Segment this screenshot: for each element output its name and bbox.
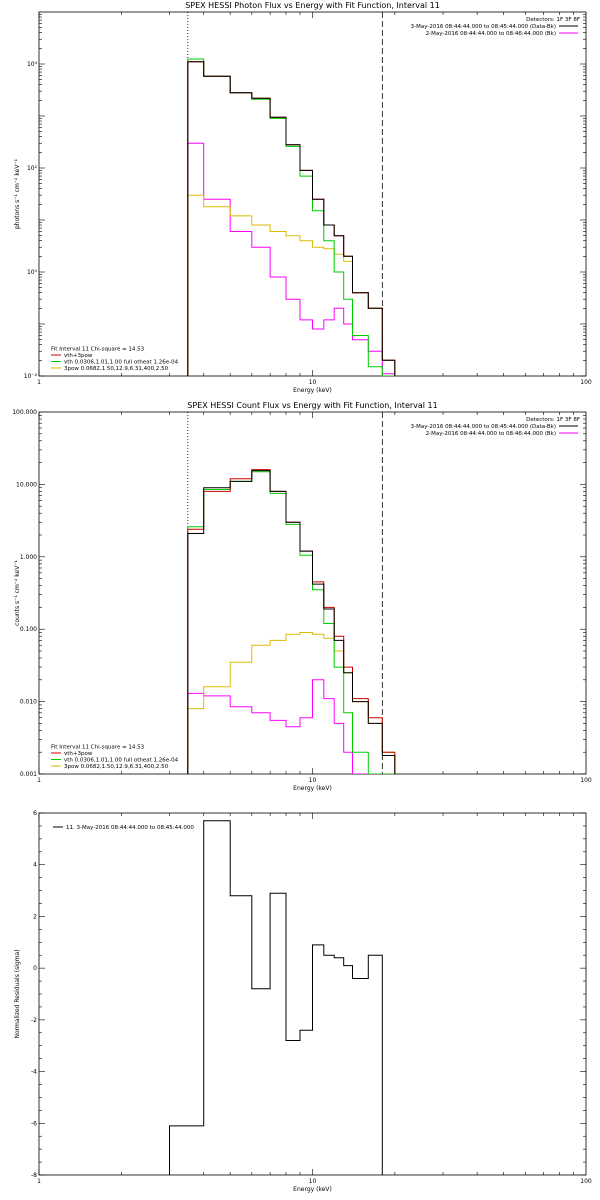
chart-title: SPEX HESSI Photon Flux vs Energy with Fi… bbox=[185, 1, 440, 10]
annotation-text: 2-May-2016 08:44:44.000 to 08:46:44.000 … bbox=[426, 431, 556, 437]
legend-entry: vth 0.0306,1.01,1.00 full otheat 1.26e-0… bbox=[64, 360, 179, 366]
legend-entry: 3pow 0.0682,1.50,12.9,6.31,400,2.50 bbox=[64, 366, 169, 372]
legend-entry: 3pow 0.0682,1.50,12.9,6.31,400,2.50 bbox=[64, 764, 169, 770]
series-3pow-line bbox=[187, 632, 396, 774]
series-vth-3pow-line bbox=[187, 61, 396, 376]
y-tick-label: 10⁴ bbox=[27, 61, 38, 68]
y-axis-label: counts s⁻¹ cm⁻² keV⁻¹ bbox=[14, 560, 21, 626]
x-tick-label: 10 bbox=[309, 379, 317, 386]
annotation-text: 3-May-2016 08:44:44.000 to 08:45:44.000 … bbox=[411, 24, 556, 30]
y-tick-label: 0 bbox=[33, 965, 37, 972]
x-tick-label: 100 bbox=[580, 1178, 592, 1185]
x-tick-label: 1 bbox=[37, 1178, 41, 1185]
legend-entry: vth+3pow bbox=[64, 751, 93, 757]
x-axis-label: Energy (keV) bbox=[293, 387, 332, 394]
legend-entry: vth+3pow bbox=[64, 353, 93, 359]
y-tick-label: 10.000 bbox=[16, 481, 37, 488]
series-3pow-line bbox=[187, 194, 396, 376]
plot-frame bbox=[38, 411, 587, 775]
series-bk-line bbox=[187, 142, 396, 376]
y-tick-label: -4 bbox=[31, 1069, 37, 1076]
series-data-bk-line bbox=[187, 61, 396, 376]
y-tick-label: 1.000 bbox=[20, 554, 37, 561]
series-vth-line bbox=[187, 471, 395, 774]
legend-entry: 11. 3-May-2016 08:44:44.000 to 08:45:44.… bbox=[66, 825, 194, 831]
count-flux-panel: SPEX HESSI Count Flux vs Energy with Fit… bbox=[12, 401, 592, 792]
x-axis-label: Energy (keV) bbox=[293, 785, 332, 792]
y-tick-label: 10⁰ bbox=[27, 269, 38, 276]
legend-header: Fit Interval 11 Chi-square = 14.53 bbox=[51, 745, 145, 751]
x-tick-label: 1 bbox=[37, 777, 41, 784]
y-tick-label: -2 bbox=[31, 1017, 37, 1024]
annotation-text: Detectors: 1F 3F 8F bbox=[526, 417, 580, 423]
y-tick-label: 10⁻² bbox=[24, 373, 38, 380]
y-tick-label: 10² bbox=[27, 165, 38, 172]
y-axis-label: Normalized Residuals (sigma) bbox=[14, 949, 21, 1038]
y-tick-label: 0.100 bbox=[20, 626, 37, 633]
x-axis-label: Energy (keV) bbox=[293, 1186, 332, 1193]
annotation-text: 2-May-2016 08:44:44.000 to 08:46:44.000 … bbox=[426, 31, 556, 37]
series-residual-line bbox=[169, 820, 383, 1175]
photon-flux-panel: SPEX HESSI Photon Flux vs Energy with Fi… bbox=[14, 1, 592, 394]
legend-header: Fit Interval 11 Chi-square = 14.53 bbox=[51, 347, 145, 353]
y-tick-label: 6 bbox=[33, 810, 37, 817]
y-tick-label: 4 bbox=[33, 862, 37, 869]
annotation-text: Detectors: 1F 3F 8F bbox=[526, 17, 580, 23]
x-tick-label: 100 bbox=[580, 777, 592, 784]
legend-entry: vth 0.0306,1.01,1.00 full otheat 1.26e-0… bbox=[64, 758, 179, 764]
annotation-text: 3-May-2016 08:44:44.000 to 08:45:44.000 … bbox=[411, 424, 556, 430]
y-tick-label: 100.000 bbox=[12, 409, 37, 416]
x-tick-label: 10 bbox=[309, 777, 317, 784]
y-tick-label: 2 bbox=[33, 913, 37, 920]
x-tick-label: 100 bbox=[580, 379, 592, 386]
y-tick-label: 0.010 bbox=[20, 699, 37, 706]
chart-title: SPEX HESSI Count Flux vs Energy with Fit… bbox=[187, 401, 438, 410]
x-tick-label: 10 bbox=[309, 1178, 317, 1185]
y-tick-label: -8 bbox=[31, 1172, 37, 1179]
series-data-bk-line bbox=[187, 470, 396, 774]
y-tick-label: 0.001 bbox=[20, 771, 37, 778]
series-vth-3pow-line bbox=[187, 469, 396, 774]
x-tick-label: 1 bbox=[37, 379, 41, 386]
series-vth-line bbox=[187, 58, 395, 376]
y-axis-label: photons s⁻¹ cm⁻² keV⁻¹ bbox=[14, 158, 21, 229]
residuals-panel: 1 10 100 Energy (keV) -8 -6 -4 -2 0 2 4 6 Normalized… bbox=[14, 810, 592, 1193]
series-bk-line bbox=[187, 679, 395, 774]
y-tick-label: -6 bbox=[31, 1120, 37, 1127]
